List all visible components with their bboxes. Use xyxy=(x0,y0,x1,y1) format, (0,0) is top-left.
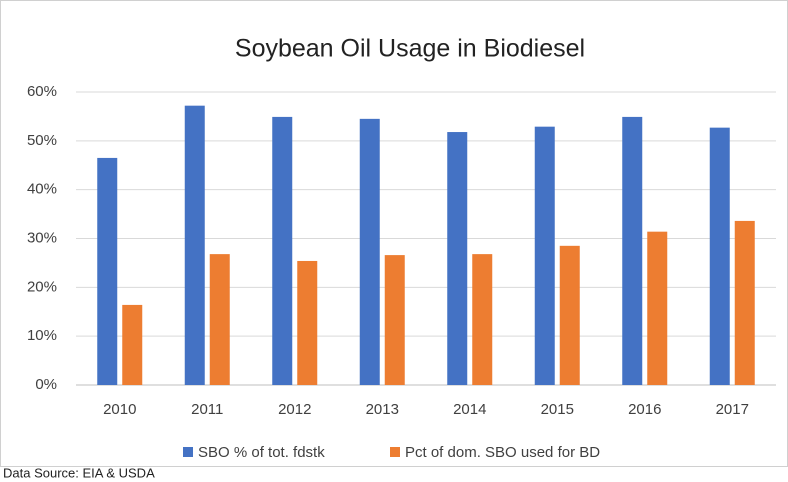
chart-frame xyxy=(0,0,788,467)
y-tick-label: 50% xyxy=(27,132,57,149)
x-tick-label: 2013 xyxy=(366,401,399,418)
y-tick-label: 10% xyxy=(27,327,57,344)
x-tick-label: 2016 xyxy=(628,401,661,418)
bar xyxy=(734,220,755,385)
x-tick-label: 2010 xyxy=(103,401,136,418)
y-tick-label: 40% xyxy=(27,181,57,198)
bar xyxy=(272,116,293,385)
bar xyxy=(184,105,205,385)
bar xyxy=(559,245,580,385)
bar xyxy=(647,231,668,385)
x-tick-label: 2012 xyxy=(278,401,311,418)
legend-label: Pct of dom. SBO used for BD xyxy=(405,444,600,461)
bar xyxy=(122,304,143,385)
x-tick-label: 2011 xyxy=(191,401,223,418)
bar xyxy=(709,127,730,386)
y-tick-label: 20% xyxy=(27,278,57,295)
source-note: Data Source: EIA & USDA xyxy=(3,465,155,480)
y-tick-label: 60% xyxy=(27,83,57,100)
x-tick-label: 2015 xyxy=(541,401,574,418)
y-tick-label: 0% xyxy=(35,376,57,393)
legend-label: SBO % of tot. fdstk xyxy=(198,444,325,461)
bar xyxy=(384,255,405,385)
chart-title: Soybean Oil Usage in Biodiesel xyxy=(235,35,585,63)
x-tick-label: 2014 xyxy=(453,401,486,418)
bar xyxy=(534,126,555,386)
x-tick-label: 2017 xyxy=(716,401,749,418)
legend-swatch xyxy=(183,447,193,457)
bar xyxy=(472,254,493,385)
bar xyxy=(297,260,318,385)
bar xyxy=(447,132,468,385)
bar xyxy=(359,118,380,385)
bar xyxy=(97,157,118,385)
y-tick-label: 30% xyxy=(27,229,57,246)
legend-swatch xyxy=(390,447,400,457)
bar xyxy=(209,254,230,385)
bar xyxy=(622,116,643,385)
